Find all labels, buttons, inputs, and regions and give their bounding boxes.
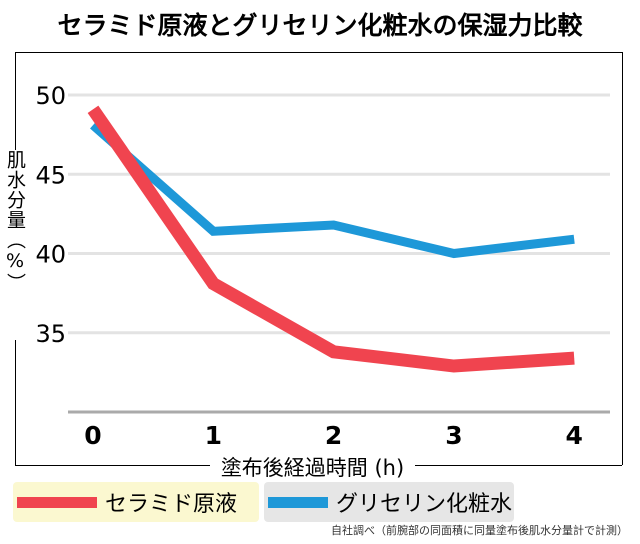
chart-title: セラミド原液とグリセリン化粧水の保湿力比較 xyxy=(57,11,583,40)
source-note: 自社調べ（前腕部の同面積に同量塗布後肌水分量計で計測） xyxy=(331,524,628,537)
legend-swatch xyxy=(268,496,328,508)
y-tick-label: 45 xyxy=(35,161,66,189)
y-tick-label: 35 xyxy=(35,320,66,348)
x-tick-label: 1 xyxy=(205,421,222,450)
y-tick-label: 40 xyxy=(35,241,66,269)
x-tick-label: 0 xyxy=(84,421,101,450)
legend-item-glycerin: グリセリン化粧水 xyxy=(264,482,514,522)
x-tick-label: 2 xyxy=(325,421,342,450)
series-line-1 xyxy=(90,121,575,259)
x-axis-label: 塗布後経過時間 (h) xyxy=(220,456,405,480)
series-line-0 xyxy=(87,105,575,373)
legend-label: グリセリン化粧水 xyxy=(336,492,513,517)
x-tick-label: 3 xyxy=(445,421,462,450)
y-axis-label: 肌水分量（%） xyxy=(3,150,27,340)
legend-label: セラミド原液 xyxy=(105,492,238,517)
legend-swatch xyxy=(17,496,97,508)
frame-bottom-right xyxy=(415,465,622,466)
legend-item-ceramide: セラミド原液 xyxy=(13,482,259,522)
y-tick-label: 50 xyxy=(35,82,66,110)
frame-bottom-left xyxy=(15,465,210,466)
x-tick-label: 4 xyxy=(565,421,582,450)
